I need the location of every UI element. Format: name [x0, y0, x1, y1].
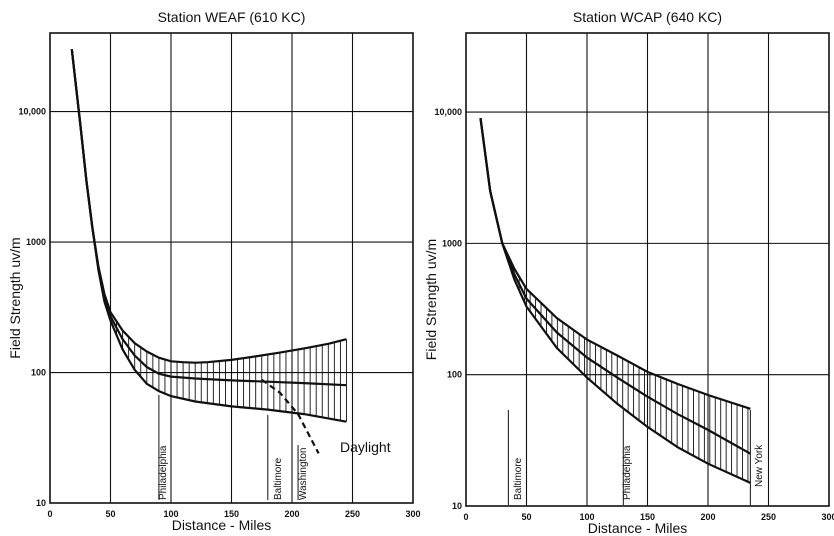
series-curve — [70, 49, 347, 423]
x-tick-label: 100 — [579, 512, 594, 522]
daylight-curve — [261, 378, 320, 454]
y-tick-label: 10 — [452, 501, 462, 511]
y-tick-label: 1000 — [442, 238, 462, 248]
y-axis-label: Field Strength uv/m — [7, 237, 23, 358]
city-label: Philadelphia — [158, 445, 169, 500]
y-tick-label: 1000 — [26, 237, 46, 247]
series-curve — [479, 117, 751, 484]
chart-title: Station WEAF (610 KC) — [158, 9, 306, 25]
x-tick-label: 300 — [405, 509, 420, 519]
x-tick-label: 0 — [463, 512, 468, 522]
y-tick-label: 10 — [36, 498, 46, 508]
x-tick-label: 200 — [284, 509, 299, 519]
city-label: Washington — [298, 448, 309, 500]
city-label: New York — [754, 444, 765, 487]
x-tick-label: 150 — [224, 509, 239, 519]
city-label: Philadelphia — [622, 445, 633, 500]
daylight-label: Daylight — [340, 439, 391, 455]
y-tick-label: 10,000 — [18, 107, 46, 117]
series-curve — [70, 49, 347, 364]
city-label: Baltimore — [273, 457, 284, 500]
plot-frame — [465, 32, 830, 507]
plot-frame — [49, 32, 414, 504]
x-tick-label: 300 — [821, 512, 834, 522]
x-tick-label: 0 — [47, 509, 52, 519]
series-curve — [70, 49, 347, 387]
y-tick-label: 100 — [447, 370, 462, 380]
city-label: Baltimore — [513, 457, 524, 500]
chart-title: Station WCAP (640 KC) — [573, 9, 722, 25]
series-curve — [479, 117, 751, 410]
x-axis-label: Distance - Miles — [588, 520, 688, 536]
x-tick-label: 50 — [105, 509, 115, 519]
x-tick-label: 50 — [521, 512, 531, 522]
chart-weaf: Station WEAF (610 KC) 0 50 100 150 200 250 300 1… — [7, 9, 421, 533]
chart-wcap: Station WCAP (640 KC) 0 50 100 150 200 250 300 1… — [423, 9, 834, 536]
x-tick-label: 150 — [640, 512, 655, 522]
y-axis-label: Field Strength uv/m — [423, 239, 439, 360]
x-axis-label: Distance - Miles — [172, 517, 272, 533]
x-tick-label: 250 — [761, 512, 776, 522]
y-tick-label: 100 — [31, 368, 46, 378]
y-tick-label: 10,000 — [434, 107, 462, 117]
x-tick-label: 250 — [345, 509, 360, 519]
x-tick-label: 100 — [163, 509, 178, 519]
x-tick-label: 200 — [700, 512, 715, 522]
